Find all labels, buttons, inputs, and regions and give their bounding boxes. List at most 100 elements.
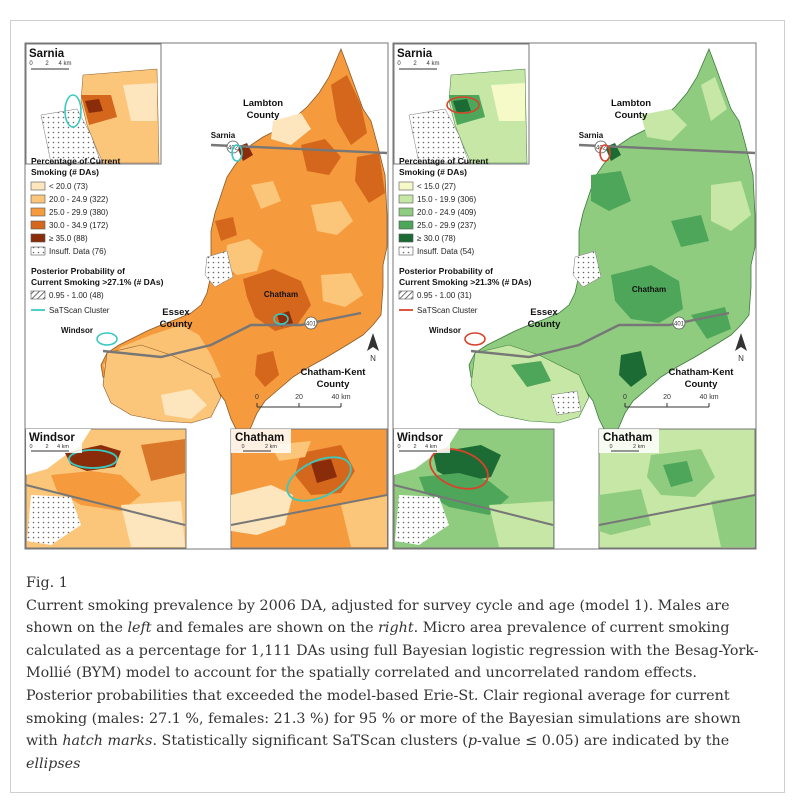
scale-20-left: 20 (295, 394, 303, 401)
chatham-kent-label-left-1: Chatham-Kent (301, 367, 367, 378)
caption-text-4: . Statistically significant SaTScan clus… (152, 733, 468, 750)
inset-scale-4-left: 4 km (58, 61, 71, 67)
caption-text-2: and females are shown on the (151, 620, 379, 637)
caption-text-3: . Micro area prevalence of current smoki… (26, 620, 759, 750)
scale-bar-right: 0 20 40 km (623, 394, 719, 408)
north-label-left: N (370, 354, 376, 363)
windsor-inset-left: Windsor 0 2 4 km (25, 428, 187, 549)
north-arrow-right: N (735, 333, 747, 363)
legend-title-left-1: Percentage of Current (31, 156, 120, 166)
essex-label-left-1: Essex (162, 307, 190, 318)
lambton-label-right-2: County (615, 110, 648, 121)
north-label-right: N (738, 354, 744, 363)
legend-swatch-left-1 (30, 194, 46, 204)
chatham-kent-label-right-1: Chatham-Kent (669, 367, 735, 378)
legend-label-left-3: 30.0 - 34.9 (172) (49, 221, 108, 230)
lambton-label-left-2: County (247, 110, 280, 121)
cluster-label-left: SaTScan Cluster (49, 306, 110, 315)
legend-title-left-2: Smoking (# DAs) (31, 167, 99, 177)
cluster-label-right: SaTScan Cluster (417, 306, 478, 315)
essex-label-left-2: County (160, 319, 193, 330)
legend-label-right-1: 15.0 - 19.9 (306) (417, 195, 476, 204)
caption-pvalue: p (467, 733, 478, 750)
legend-label-right-0: < 15.0 (27) (417, 182, 456, 191)
right-panel: 402 401 Sarnia 0 2 4 km Lambton County S… (392, 42, 757, 550)
post-label-left: 0.95 - 1.00 (48) (49, 291, 104, 300)
inset-scale-2-left: 2 (45, 61, 49, 67)
windsor-label-right: Windsor (429, 326, 461, 335)
inset-scale-4-right: 4 km (426, 61, 439, 67)
lambton-label-left-1: Lambton (243, 98, 283, 109)
hatch-swatch-left (30, 290, 46, 300)
chatham-scale-0-right: 0 (609, 444, 612, 450)
highway-401-marker-right (672, 316, 686, 330)
caption-ellipses: ellipses (26, 755, 81, 772)
chatham-inset-left: Chatham 0 2 km (230, 428, 388, 549)
legend-label-right-2: 20.0 - 24.9 (409) (417, 208, 476, 217)
chatham-inset-title-left: Chatham (235, 432, 284, 444)
post-title-right-2: Current Smoking >21.3% (# DAs) (399, 277, 532, 287)
chatham-label-right: Chatham (632, 285, 666, 294)
legend-right: Percentage of Current Smoking (# DAs) < … (398, 156, 532, 315)
scale-0-left: 0 (255, 394, 259, 401)
caption-text-1: Current smoking prevalence by 2006 DA, a… (26, 597, 730, 637)
chatham-scale-2-left: 2 km (265, 444, 277, 450)
hatch-swatch-right (398, 290, 414, 300)
legend-title-right-1: Percentage of Current (399, 156, 488, 166)
chatham-scale-2-right: 2 km (633, 444, 645, 450)
legend-swatch-left-5 (30, 246, 46, 256)
chatham-kent-label-left-2: County (317, 379, 350, 390)
chatham-inset-right: Chatham 0 2 km (598, 428, 756, 549)
legend-swatch-right-2 (398, 207, 414, 217)
legend-swatch-left-3 (30, 220, 46, 230)
legend-left: Percentage of Current Smoking (# DAs) < … (30, 156, 164, 315)
inset-scale-0-right: 0 (397, 61, 401, 67)
highway-401-marker-left (304, 316, 318, 330)
left-panel: 402 401 Sarnia 0 2 4 km Lambton County S… (24, 42, 389, 550)
legend-label-left-5: Insuff. Data (76) (49, 247, 107, 256)
legend-label-right-5: Insuff. Data (54) (417, 247, 475, 256)
sarnia-inset-right: Sarnia 0 2 4 km (393, 43, 530, 165)
sarnia-inset-left: Sarnia 0 2 4 km (25, 43, 162, 165)
sarnia-inset-title-right: Sarnia (397, 48, 433, 60)
post-title-left-1: Posterior Probability of (31, 266, 125, 276)
windsor-scale-4-left: 4 km (57, 444, 69, 450)
legend-label-left-1: 20.0 - 24.9 (322) (49, 195, 108, 204)
caption-text-5: -value ≤ 0.05) are indicated by the (477, 733, 730, 750)
sarnia-inset-title-left: Sarnia (29, 48, 65, 60)
windsor-label-left: Windsor (61, 326, 93, 335)
scale-40-left: 40 km (331, 394, 350, 401)
legend-swatch-left-0 (30, 181, 46, 191)
legend-label-left-2: 25.0 - 29.9 (380) (49, 208, 108, 217)
scale-0-right: 0 (623, 394, 627, 401)
legend-swatch-right-3 (398, 220, 414, 230)
map-figure: 402 401 Sarnia 0 2 4 km Lambton County S… (24, 42, 757, 550)
post-title-right-1: Posterior Probability of (399, 266, 493, 276)
chatham-scale-0-left: 0 (241, 444, 244, 450)
windsor-scale-2-left: 2 (45, 444, 48, 450)
legend-swatch-right-4 (398, 233, 414, 243)
legend-label-right-4: ≥ 30.0 (78) (417, 234, 456, 243)
windsor-scale-2-right: 2 (413, 444, 416, 450)
windsor-inset-title-right: Windsor (397, 432, 443, 444)
north-arrow-left: N (367, 333, 379, 363)
caption-hatch: hatch marks (62, 733, 153, 750)
figure-label: Fig. 1 (26, 575, 68, 591)
legend-label-right-3: 25.0 - 29.9 (237) (417, 221, 476, 230)
legend-title-right-2: Smoking (# DAs) (399, 167, 467, 177)
sarnia-label-right: Sarnia (579, 131, 604, 140)
windsor-inset-title-left: Windsor (29, 432, 75, 444)
figure-caption: Fig. 1 Current smoking prevalence by 200… (26, 572, 766, 775)
legend-label-left-4: ≥ 35.0 (88) (49, 234, 88, 243)
windsor-scale-0-right: 0 (397, 444, 400, 450)
highway-401-label-right: 401 (674, 322, 685, 328)
essex-label-right-1: Essex (530, 307, 558, 318)
scale-20-right: 20 (663, 394, 671, 401)
scale-40-right: 40 km (699, 394, 718, 401)
chatham-kent-label-right-2: County (685, 379, 718, 390)
legend-swatch-right-1 (398, 194, 414, 204)
chatham-inset-title-right: Chatham (603, 432, 652, 444)
legend-swatch-right-5 (398, 246, 414, 256)
caption-right: right (378, 620, 414, 637)
caption-left: left (127, 620, 152, 637)
